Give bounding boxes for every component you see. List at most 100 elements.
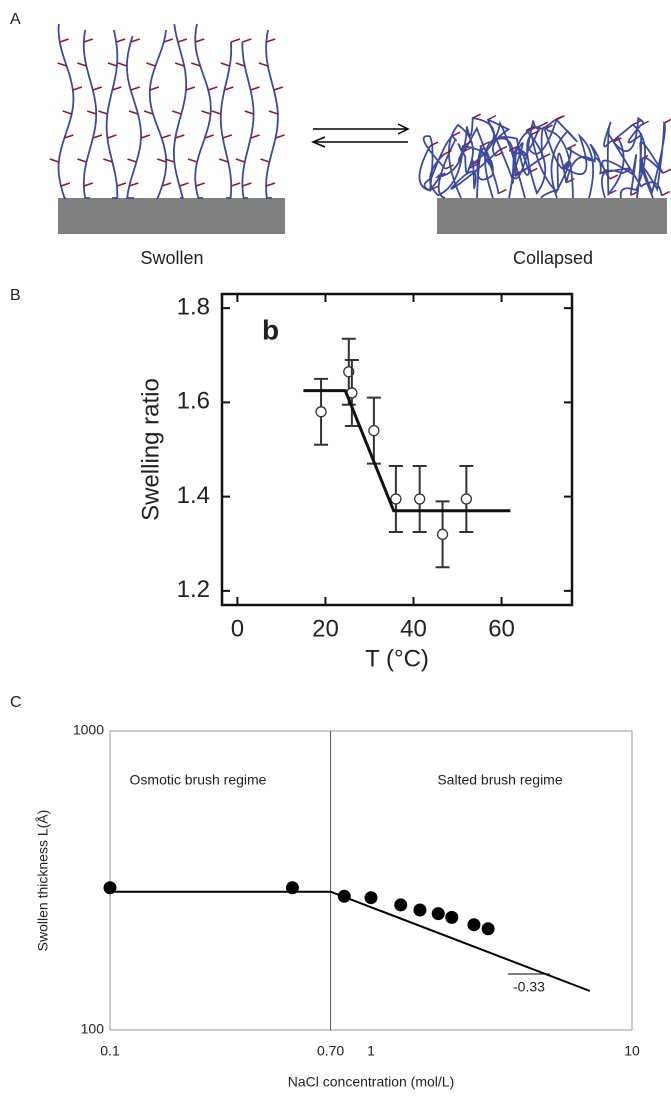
side-group	[141, 135, 150, 138]
side-group	[266, 183, 275, 186]
x-tick-label: 60	[488, 615, 515, 642]
fit-line	[110, 892, 590, 991]
side-group	[77, 159, 86, 162]
side-group	[236, 159, 245, 162]
data-point	[369, 426, 379, 436]
polymer-chain	[419, 118, 513, 198]
state-label: Collapsed	[513, 248, 593, 268]
x-tick-label: 10	[624, 1043, 640, 1059]
side-group	[186, 87, 195, 90]
side-group	[188, 159, 197, 162]
x-tick-label: 40	[400, 615, 427, 642]
x-tick-label: 1	[367, 1043, 375, 1059]
data-point	[415, 494, 425, 504]
fit-line	[303, 391, 510, 511]
side-group	[61, 183, 70, 186]
y-axis-label: Swollen thickness L(Å)	[35, 810, 51, 952]
y-tick-label: 1.2	[177, 576, 210, 603]
data-point	[468, 919, 480, 931]
substrate	[58, 198, 285, 234]
side-group	[664, 119, 671, 123]
region-label: Salted brush regime	[437, 772, 563, 788]
side-group	[127, 159, 136, 162]
y-axis-label: Swelling ratio	[137, 378, 164, 521]
side-group	[60, 39, 69, 42]
slope-annotation: -0.33	[513, 979, 545, 995]
side-group	[532, 130, 540, 134]
y-tick-label: 1000	[73, 722, 104, 738]
side-group	[162, 135, 171, 138]
side-group	[131, 87, 140, 90]
side-group	[178, 39, 187, 42]
side-group	[663, 169, 671, 173]
data-point	[446, 911, 458, 923]
data-point	[482, 923, 494, 935]
side-group	[180, 183, 189, 186]
side-group	[172, 111, 181, 114]
x-tick-label: 0.70	[317, 1043, 344, 1059]
x-axis-label: NaCl concentration (mol/L)	[288, 1074, 455, 1090]
side-group	[231, 39, 240, 42]
region-label: Osmotic brush regime	[130, 772, 267, 788]
y-tick-label: 1.6	[177, 388, 210, 415]
state-label: Swollen	[140, 248, 203, 268]
polymer-chain	[107, 30, 118, 198]
side-group	[554, 116, 562, 120]
side-group	[221, 63, 230, 66]
y-tick-label: 1.8	[177, 293, 210, 320]
panel-label: A	[10, 11, 21, 28]
polymer-chain	[127, 36, 141, 198]
side-group	[269, 111, 278, 114]
side-group	[93, 87, 102, 90]
side-group	[274, 87, 283, 90]
side-group	[266, 39, 275, 42]
data-point	[391, 494, 401, 504]
side-group	[251, 87, 260, 90]
data-point	[438, 529, 448, 539]
data-point	[414, 904, 426, 916]
y-tick-label: 1.4	[177, 482, 210, 509]
side-group	[146, 63, 155, 66]
substrate	[437, 198, 667, 234]
side-group	[259, 63, 268, 66]
side-group	[223, 135, 232, 138]
data-point	[316, 407, 326, 417]
side-group	[84, 39, 93, 42]
polymer-chain	[451, 123, 525, 198]
side-group	[118, 63, 127, 66]
y-tick-label: 100	[81, 1021, 105, 1037]
equilibrium-arrows	[313, 124, 408, 147]
side-group	[662, 192, 670, 196]
data-point	[432, 908, 444, 920]
side-group	[107, 135, 116, 138]
side-group	[116, 39, 125, 42]
x-tick-label: 0	[231, 615, 244, 642]
side-group	[50, 159, 59, 162]
side-group	[84, 183, 93, 186]
brush-diagram: Swollen Collapsed	[50, 24, 671, 268]
side-group	[633, 121, 641, 125]
side-group	[196, 183, 205, 186]
data-point	[365, 892, 377, 904]
side-group	[208, 87, 217, 90]
side-group	[87, 111, 96, 114]
polymer-chain	[59, 24, 74, 198]
side-group	[260, 159, 269, 162]
side-group	[212, 111, 221, 114]
side-group	[202, 111, 211, 114]
side-group	[195, 39, 204, 42]
side-group	[73, 87, 82, 90]
side-group	[231, 183, 240, 186]
figure: A B C Swollen Collapsed 02040601.21.41.6…	[0, 0, 671, 1097]
x-axis-label: T (°C)	[365, 645, 429, 672]
panel-label: C	[10, 694, 22, 711]
side-group	[610, 175, 618, 179]
side-group	[150, 87, 159, 90]
side-group	[242, 39, 251, 42]
side-group	[488, 116, 496, 120]
x-tick-label: 20	[312, 615, 339, 642]
side-group	[108, 63, 117, 66]
side-group	[98, 111, 107, 114]
side-group	[245, 111, 254, 114]
side-group	[498, 190, 506, 194]
